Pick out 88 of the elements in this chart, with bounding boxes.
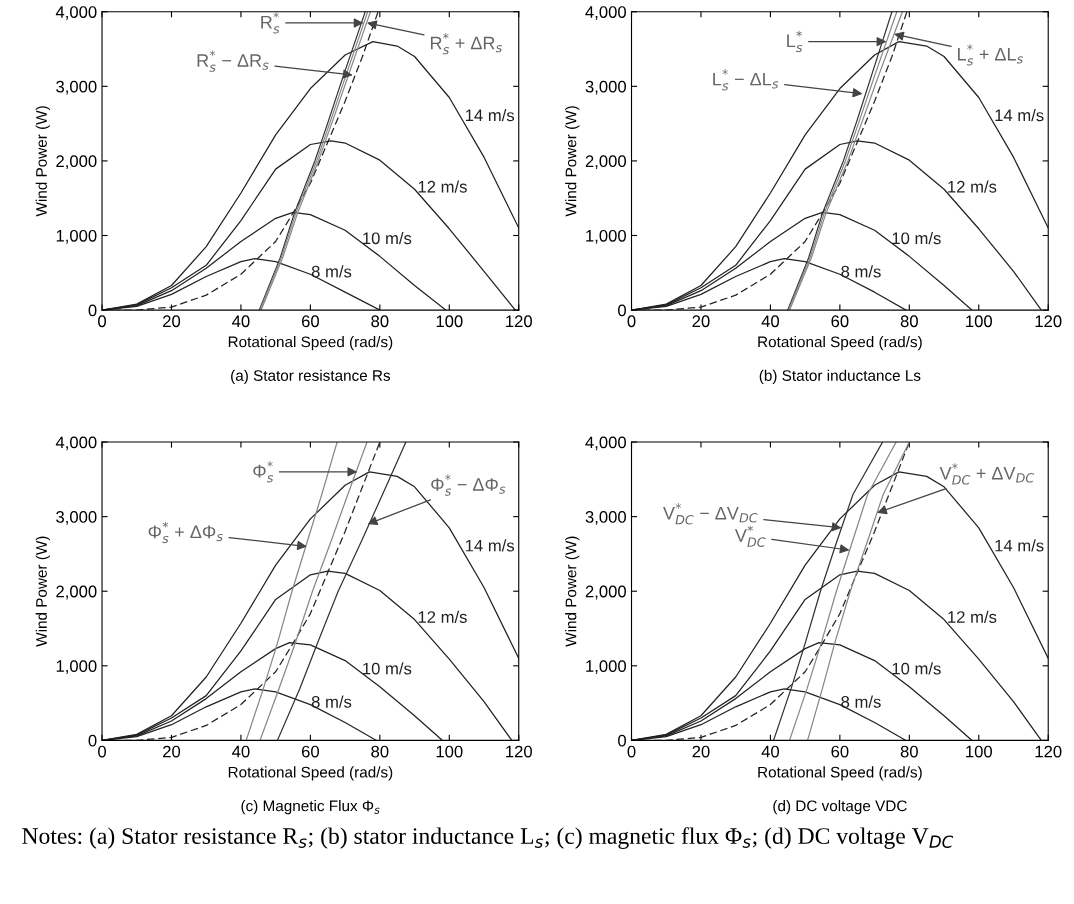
y-tick-label: 0: [618, 304, 626, 317]
x-axis-title: Rotational Speed (rad/s): [758, 336, 922, 351]
series-label: 8 m/s: [311, 695, 352, 708]
y-tick-label: 3,000: [56, 511, 97, 525]
y-axis-title: Wind Power (W): [35, 536, 50, 647]
annotation: Φ$^{*}$$_{s}$ − ΔΦ$_{s}$: [431, 474, 506, 496]
y-axis-title: Wind Power (W): [565, 536, 580, 647]
annotation: R$^{*}$$_{s}$: [261, 12, 280, 34]
annotation: V$^{*}$$_{DC}$: [734, 525, 766, 547]
y-tick-label: 4,000: [585, 6, 626, 20]
x-tick-label: 40: [232, 745, 250, 758]
x-tick-label: 20: [163, 315, 181, 328]
series-label: 10 m/s: [363, 231, 412, 245]
x-tick-label: 100: [966, 745, 993, 758]
x-tick-label: 80: [900, 315, 918, 328]
x-tick-label: 60: [831, 745, 849, 758]
y-axis-title: Wind Power (W): [35, 106, 50, 217]
series-label: 12 m/s: [418, 180, 467, 193]
series-label: 8 m/s: [841, 265, 881, 278]
series-label: 14 m/s: [995, 108, 1044, 122]
y-tick-label: 2,000: [585, 155, 626, 170]
x-tick-label: 40: [761, 315, 780, 328]
x-tick-label: 80: [900, 745, 918, 758]
y-tick-label: 4,000: [55, 6, 97, 20]
x-tick-label: 120: [1035, 745, 1062, 758]
x-tick-label: 40: [761, 745, 780, 758]
x-tick-label: 60: [301, 315, 319, 328]
x-tick-label: 0: [98, 745, 107, 758]
text: (a) Stator resistance Rs: [231, 369, 391, 384]
x-tick-label: 20: [692, 315, 710, 328]
y-tick-label: 1,000: [586, 660, 626, 674]
x-tick-label: 120: [506, 315, 532, 328]
text: (c) Magnetic Flux Φ$_{s}$: [241, 800, 380, 815]
y-tick-label: 0: [88, 304, 97, 317]
y-tick-label: 4,000: [585, 436, 626, 451]
x-tick-label: 60: [831, 315, 849, 328]
x-axis-title: Rotational Speed (rad/s): [228, 336, 393, 351]
x-tick-label: 0: [627, 745, 636, 758]
series-label: 14 m/s: [465, 108, 515, 122]
y-tick-label: 2,000: [56, 585, 97, 600]
series-label: 10 m/s: [363, 662, 412, 675]
annotation: Φ$^{*}$$_{s}$ + ΔΦ$_{s}$: [148, 521, 223, 544]
annotation: L$^{*}$$_{s}$ + ΔL$_{s}$: [958, 44, 1023, 66]
y-axis-title: Wind Power (W): [565, 106, 580, 217]
series-label: 14 m/s: [995, 539, 1044, 552]
x-tick-label: 60: [301, 745, 319, 758]
series-label: 14 m/s: [465, 539, 515, 552]
x-axis-title: Rotational Speed (rad/s): [228, 766, 393, 781]
series-label: 8 m/s: [311, 265, 352, 278]
y-tick-label: 3,000: [585, 511, 626, 525]
x-tick-label: 80: [371, 745, 389, 758]
y-tick-label: 3,000: [56, 80, 97, 95]
series-label: 10 m/s: [892, 662, 941, 675]
y-tick-label: 0: [618, 734, 626, 747]
annotation: V$^{*}$$_{DC}$ + ΔV$_{DC}$: [939, 463, 1035, 485]
x-tick-label: 20: [692, 745, 710, 758]
x-tick-label: 100: [436, 745, 463, 758]
series-label: 12 m/s: [948, 180, 997, 193]
text: (d) DC voltage VDC: [773, 800, 907, 815]
annotation: Φ$^{*}$$_{s}$: [253, 461, 274, 483]
x-tick-label: 0: [627, 315, 636, 328]
x-tick-label: 100: [436, 315, 463, 328]
annotation: L$^{*}$$_{s}$: [787, 30, 803, 53]
y-tick-label: 2,000: [56, 155, 97, 170]
y-tick-label: 1,000: [56, 660, 97, 674]
series-label: 12 m/s: [948, 610, 997, 623]
x-tick-label: 120: [1035, 315, 1062, 328]
series-label: 12 m/s: [418, 610, 467, 623]
y-tick-label: 4,000: [55, 436, 97, 451]
x-tick-label: 80: [371, 315, 389, 328]
y-tick-label: 2,000: [585, 585, 626, 600]
y-tick-label: 0: [88, 734, 97, 747]
x-tick-label: 120: [506, 745, 532, 758]
annotation: V$^{*}$$_{DC}$ − ΔV$_{DC}$: [663, 503, 758, 525]
x-tick-label: 40: [232, 315, 250, 328]
text: (b) Stator inductance Ls: [759, 369, 921, 384]
text: Notes: (a) Stator resistance R$_{s}$; (b) stator inductance L$_{s}$; (c) magnetic flux Φ$_{s}$; (d) DC voltage V$_{DC}$: [22, 827, 954, 849]
x-tick-label: 20: [163, 745, 181, 758]
annotation: R$^{*}$$_{s}$ + ΔR$_{s}$: [430, 32, 502, 55]
annotation: L$^{*}$$_{s}$ − ΔL$_{s}$: [713, 69, 779, 91]
x-tick-label: 0: [98, 315, 107, 328]
series-label: 10 m/s: [892, 231, 941, 245]
x-tick-label: 100: [966, 315, 993, 328]
y-tick-label: 3,000: [585, 80, 626, 95]
x-axis-title: Rotational Speed (rad/s): [758, 766, 922, 781]
annotation: R$^{*}$$_{s}$ − ΔR$_{s}$: [197, 50, 269, 72]
y-tick-label: 1,000: [56, 229, 97, 244]
y-tick-label: 1,000: [586, 229, 626, 244]
